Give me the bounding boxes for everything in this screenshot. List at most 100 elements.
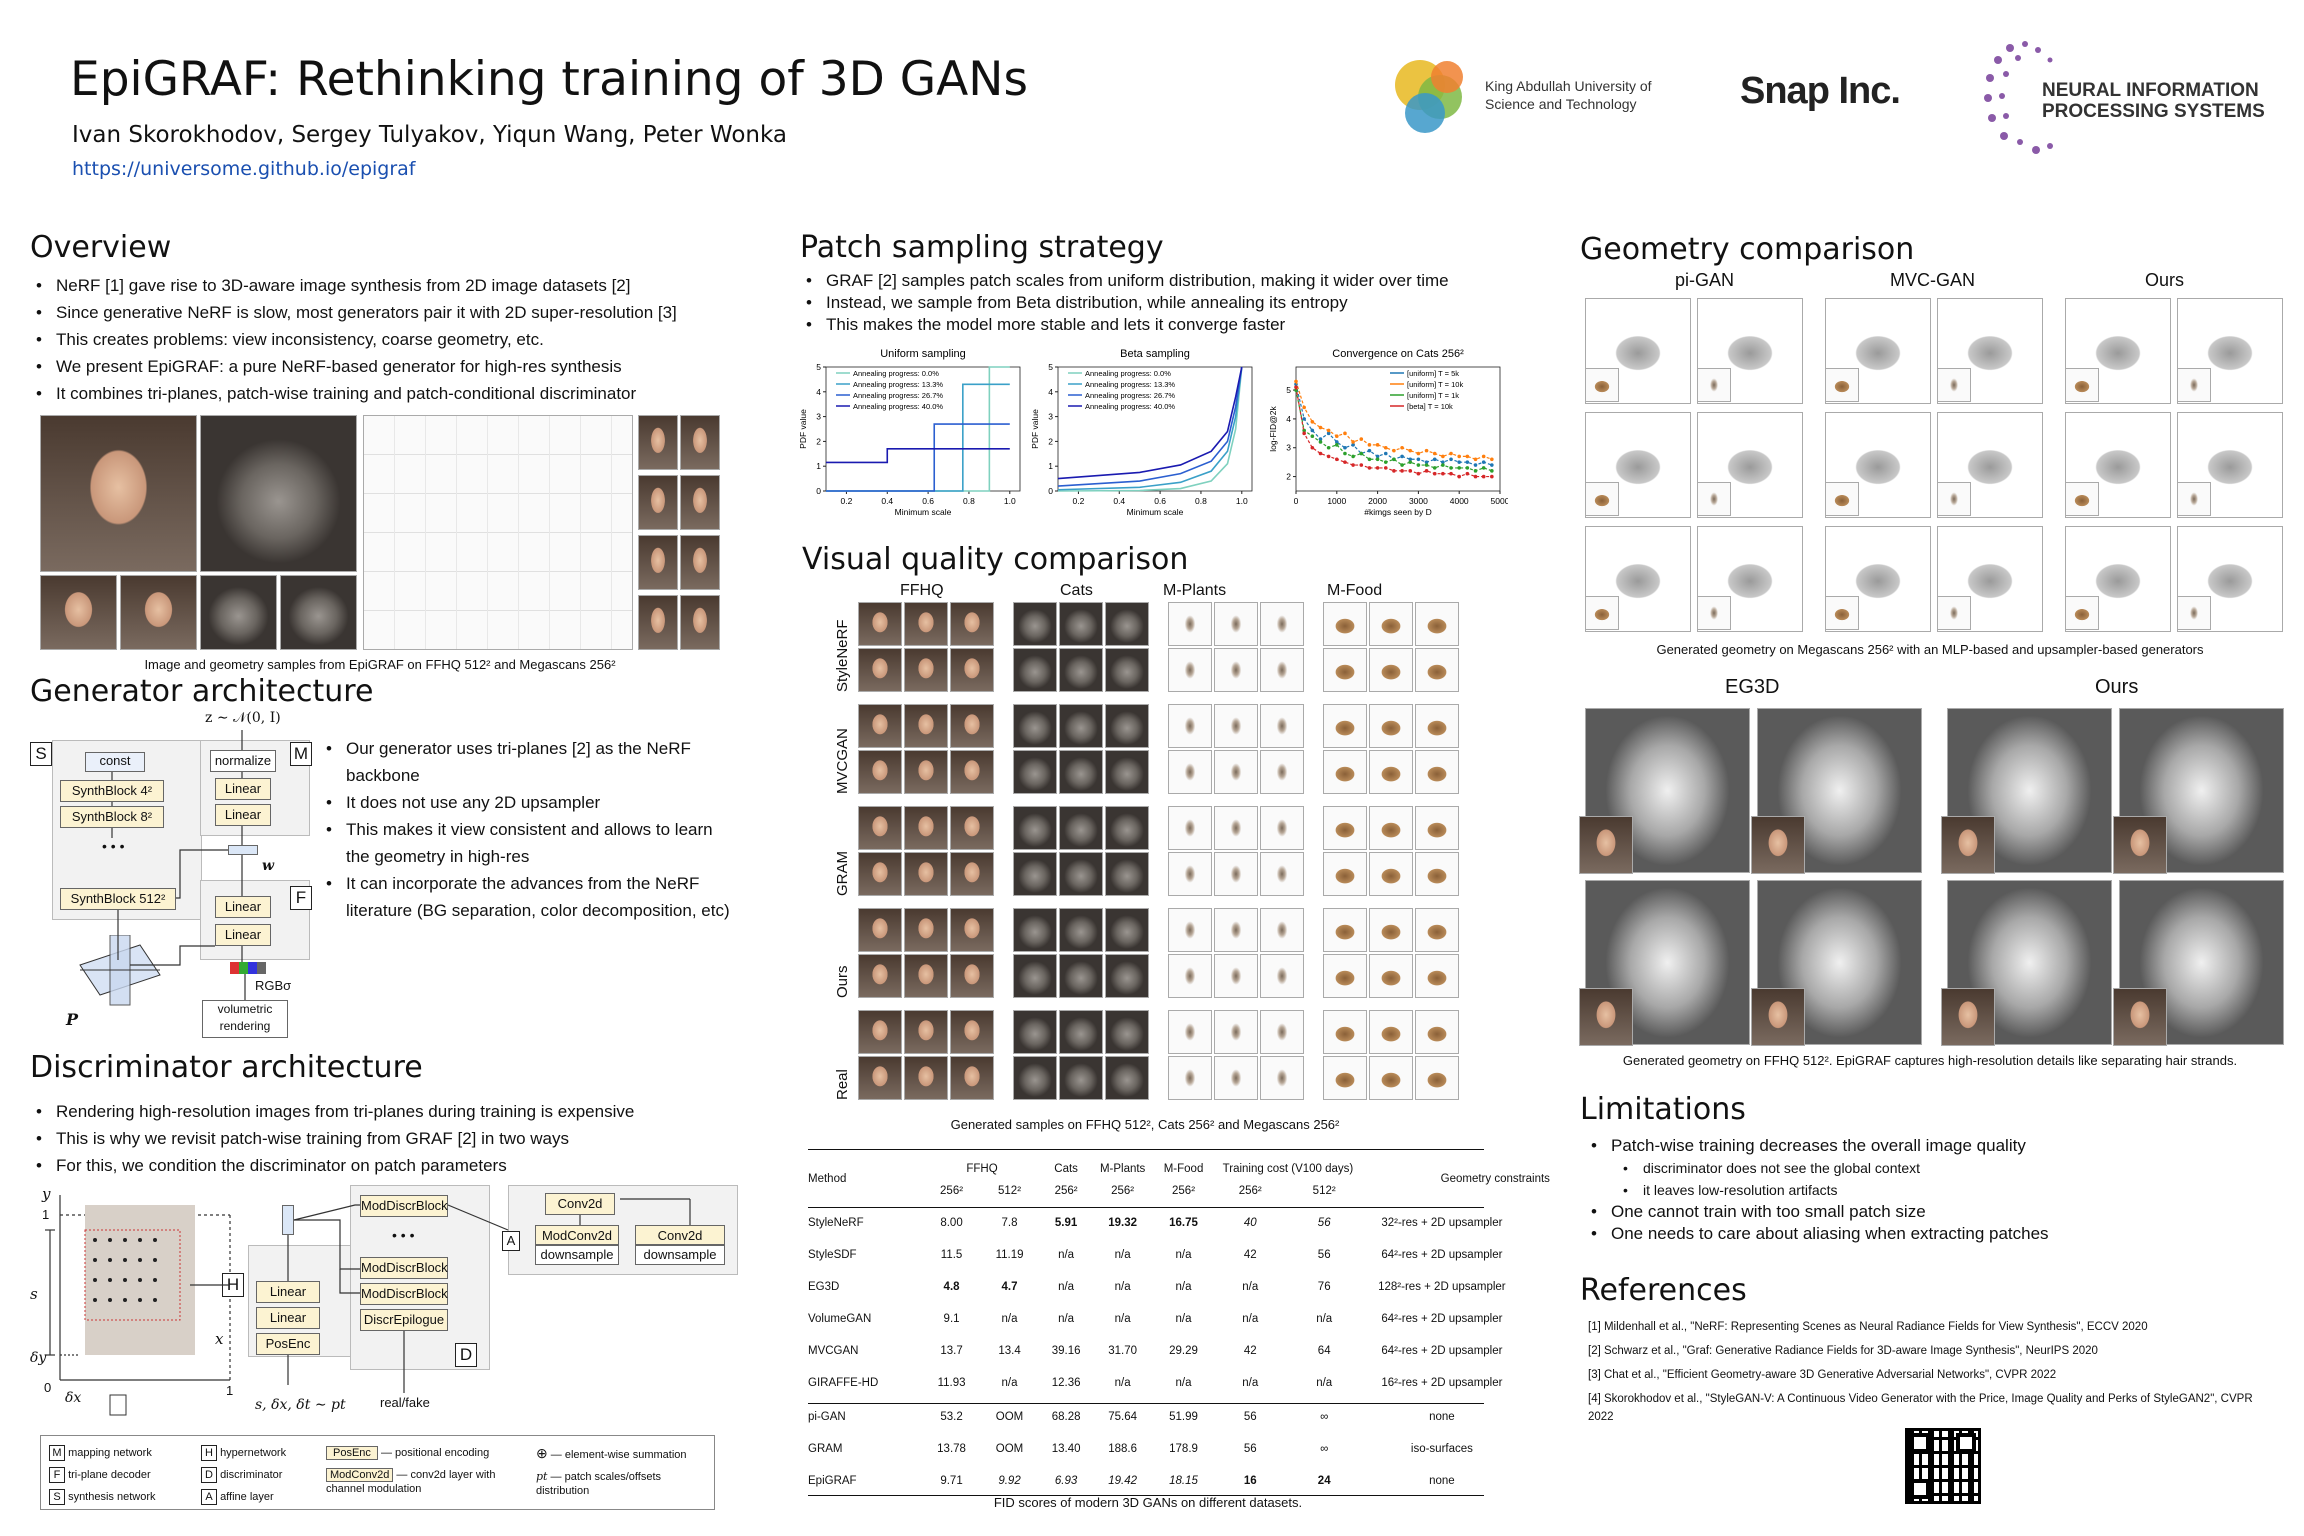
- y-tick-1: 1: [42, 1207, 50, 1222]
- plant-sample: [1168, 908, 1212, 952]
- plant-sample: [1260, 704, 1304, 748]
- plant-sample: [1214, 1056, 1258, 1100]
- cat-sample: [1105, 852, 1149, 896]
- col-label: Ours: [2095, 676, 2139, 698]
- face-sample: [950, 602, 994, 646]
- table-cell: none: [1429, 1411, 1455, 1423]
- patch-bullets: GRAF [2] samples patch scales from unifo…: [800, 270, 1540, 336]
- food-sample: [1415, 806, 1459, 850]
- x-tick-label: 0.4: [1113, 496, 1125, 506]
- col-label: FFHQ: [900, 582, 944, 599]
- poster-title: EpiGRAF: Rethinking training of 3D GANs: [70, 52, 1028, 107]
- table-cell: 5.91: [1054, 1217, 1078, 1229]
- list-item: Since generative NeRF is slow, most gene…: [30, 299, 770, 326]
- project-link[interactable]: https://universome.github.io/epigraf: [72, 158, 416, 180]
- food-sample: [1323, 1010, 1367, 1054]
- legend-label: Annealing progress: 26.7%: [853, 391, 943, 400]
- volumetric-rendering-block: volumetric rendering: [202, 1000, 288, 1038]
- table-cell: 19.42: [1108, 1475, 1138, 1487]
- col-label: Cats: [1060, 582, 1093, 599]
- food-sample: [1369, 704, 1413, 748]
- data-point: [1481, 460, 1486, 464]
- table-cell: 24: [1317, 1475, 1331, 1487]
- face-sample: [950, 1056, 994, 1100]
- x-tick-label: 1.0: [1236, 496, 1248, 506]
- x-tick-label: 3000: [1409, 496, 1428, 506]
- generator-title: Generator architecture: [30, 674, 374, 709]
- table-cell: 53.2: [940, 1411, 963, 1423]
- plant-sample: [1168, 852, 1212, 896]
- data-point: [1473, 463, 1478, 467]
- data-point: [1367, 443, 1372, 447]
- y-axis-label: PDF value: [1030, 409, 1040, 449]
- data-point: [1383, 460, 1388, 464]
- table-cell: 29.29: [1169, 1345, 1198, 1357]
- data-point: [1465, 471, 1470, 476]
- geometry-faces: EG3D Ours: [1579, 672, 2284, 1052]
- texture-inset: [1697, 482, 1731, 516]
- qr-code[interactable]: [1905, 1428, 1981, 1504]
- overview-bullets: NeRF [1] gave rise to 3D-aware image syn…: [30, 272, 770, 407]
- legend-label: [beta] T = 10k: [1407, 402, 1453, 411]
- plant-sample: [1214, 648, 1258, 692]
- texture-inset: [1937, 596, 1971, 630]
- table-header: Method: [808, 1173, 847, 1185]
- food-sample: [1323, 602, 1367, 646]
- data-point: [1359, 451, 1364, 456]
- food-sample: [1369, 852, 1413, 896]
- face-sample: [904, 1056, 948, 1100]
- x-tick-label: 0.6: [922, 496, 934, 506]
- data-point: [1465, 466, 1470, 470]
- data-point: [1400, 445, 1404, 450]
- linear-block: Linear: [215, 778, 271, 800]
- data-point: [1408, 460, 1413, 464]
- texture-inset: [1825, 596, 1859, 630]
- cat-sample: [1013, 602, 1057, 646]
- table-cell: 4.8: [943, 1281, 960, 1293]
- P-label: P: [66, 1010, 79, 1029]
- plant-sample: [1214, 908, 1258, 952]
- table-cell: EpiGRAF: [808, 1475, 857, 1487]
- table-cell: n/a: [1114, 1377, 1131, 1389]
- snap-logo: Snap Inc.: [1740, 70, 1901, 112]
- list-item: This is why we revisit patch-wise traini…: [30, 1125, 770, 1152]
- legend-key: F: [49, 1467, 65, 1483]
- face-inset: [1941, 816, 1995, 874]
- overview-title: Overview: [30, 230, 172, 265]
- const-block: const: [85, 752, 145, 772]
- face-sample: [904, 704, 948, 748]
- food-sample: [1323, 648, 1367, 692]
- x-tick-label: 0: [1294, 496, 1299, 506]
- cat-sample: [1105, 750, 1149, 794]
- table-cell: 7.8: [1001, 1217, 1018, 1229]
- geometry-caption-2: Generated geometry on FFHQ 512². EpiGRAF…: [1622, 1053, 2238, 1068]
- table-cell: 42: [1243, 1249, 1257, 1261]
- cat-sample: [1105, 602, 1149, 646]
- data-point: [1335, 434, 1339, 439]
- rgb-sigma-label: RGBσ: [255, 978, 292, 993]
- legend-key: PosEnc: [326, 1446, 378, 1460]
- food-sample: [1415, 750, 1459, 794]
- plant-sample: [1260, 954, 1304, 998]
- col-label: MVC-GAN: [1890, 270, 1975, 290]
- x-tick-label: 0.6: [1154, 496, 1166, 506]
- patch-title: Patch sampling strategy: [800, 230, 1164, 265]
- data-point: [1408, 469, 1413, 473]
- data-point: [1318, 425, 1323, 430]
- table-cell: 178.9: [1169, 1443, 1198, 1455]
- y-tick-label: 1: [816, 461, 821, 471]
- table-subheader: 256²: [1172, 1185, 1196, 1197]
- posenc-block: PosEnc: [256, 1333, 320, 1355]
- face-sample: [950, 750, 994, 794]
- x-tick-label: 4000: [1450, 496, 1469, 506]
- uniform-sampling-chart: Uniform sampling 0.2 0.4 0.6 0.8 1.0 0 1 2 3 4 5 Min…: [798, 348, 1021, 517]
- triplane-icon: [79, 935, 161, 1006]
- y-tick-label: 2: [816, 436, 821, 446]
- face-sample: [680, 595, 720, 650]
- data-point: [1359, 463, 1364, 467]
- plant-sample: [1168, 648, 1212, 692]
- face-sample: [858, 954, 902, 998]
- table-cell: n/a: [1058, 1249, 1075, 1261]
- face-sample: [904, 908, 948, 952]
- series-line: [1057, 366, 1243, 492]
